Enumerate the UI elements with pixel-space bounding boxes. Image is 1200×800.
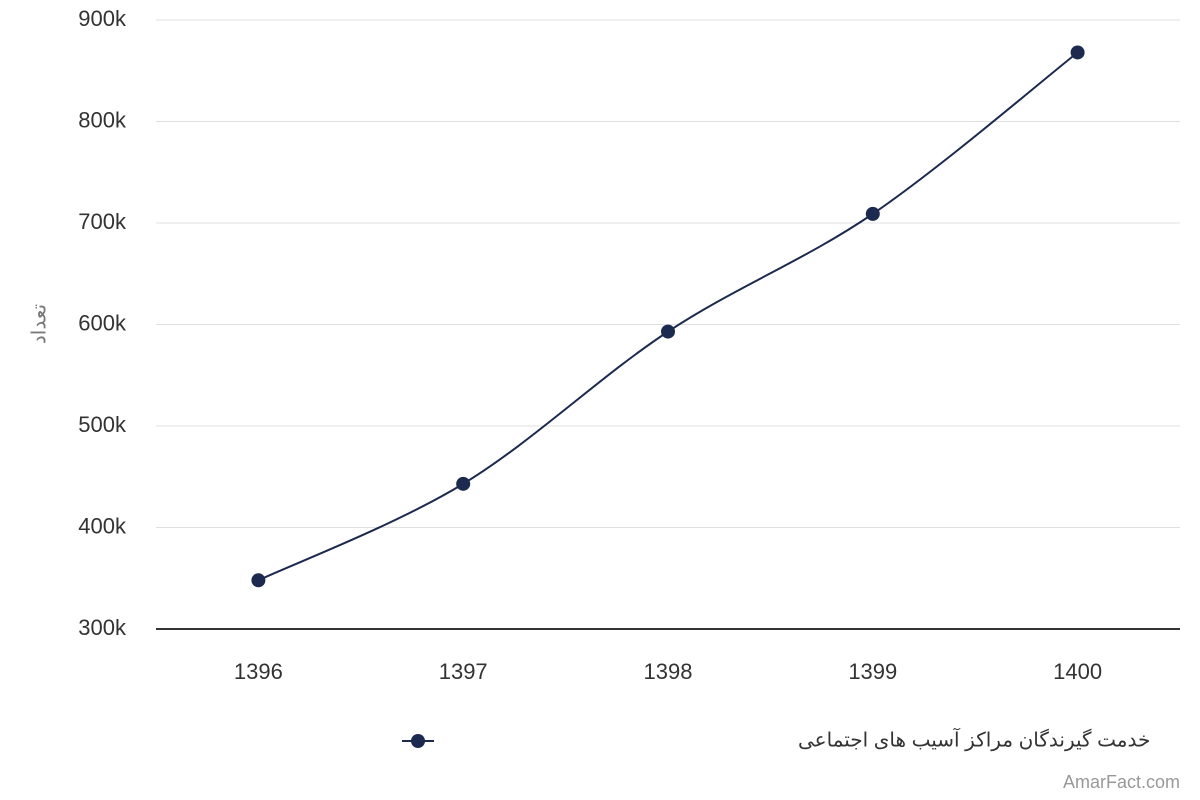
y-tick-label: 800k [78, 107, 127, 132]
y-tick-label: 600k [78, 310, 127, 335]
legend-label: خدمت گیرندگان مراکز آسیب های اجتماعی [798, 726, 1150, 751]
point [456, 476, 471, 491]
point [1070, 45, 1085, 60]
x-tick-label: 1396 [234, 659, 283, 684]
y-tick-label: 400k [78, 513, 127, 538]
y-tick-label: 900k [78, 6, 127, 31]
point [865, 206, 880, 221]
legend-marker [411, 734, 425, 748]
line [257, 51, 1079, 582]
y-tick-label: 700k [78, 209, 127, 234]
x-tick-label: 1397 [439, 659, 488, 684]
point [251, 573, 266, 588]
point [661, 324, 675, 339]
y-tick-label: 300k [78, 615, 127, 640]
y-tick-label: 500k [78, 412, 127, 437]
watermark: AmarFact.com [1063, 772, 1180, 792]
x-tick-label: 1398 [644, 659, 693, 684]
x-tick-label: 1399 [848, 659, 897, 684]
y-axis-label: تعداد [28, 304, 50, 344]
x-tick-label: 1400 [1053, 659, 1102, 684]
